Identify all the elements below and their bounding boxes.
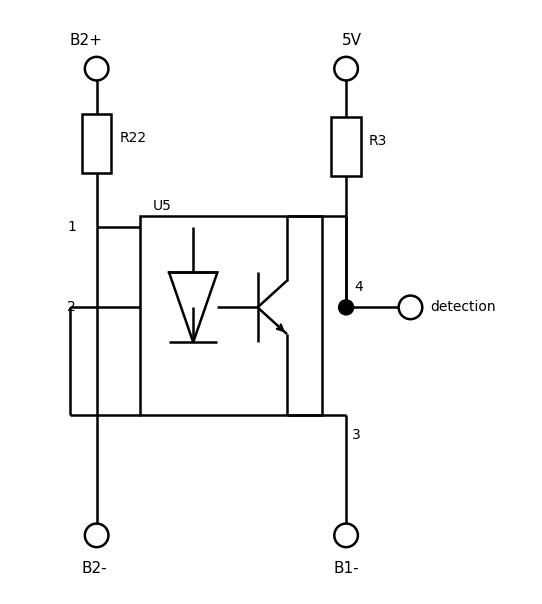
Circle shape <box>339 300 353 314</box>
Text: 3: 3 <box>351 428 360 442</box>
Bar <box>140 216 322 415</box>
Text: 4: 4 <box>354 280 363 294</box>
Text: B1-: B1- <box>333 561 359 576</box>
Text: R22: R22 <box>119 132 146 146</box>
Text: B2+: B2+ <box>69 33 102 48</box>
Text: 5V: 5V <box>341 33 362 48</box>
Text: U5: U5 <box>153 199 172 213</box>
Bar <box>82 114 112 173</box>
Text: 2: 2 <box>67 300 76 314</box>
Text: R3: R3 <box>369 134 388 148</box>
Text: 1: 1 <box>67 220 76 234</box>
Bar <box>331 117 361 176</box>
Text: detection: detection <box>430 300 496 314</box>
Text: B2-: B2- <box>81 561 107 576</box>
